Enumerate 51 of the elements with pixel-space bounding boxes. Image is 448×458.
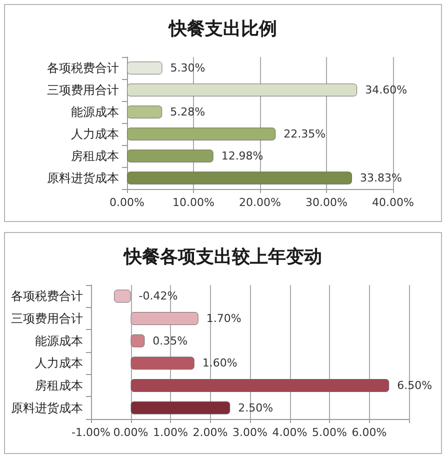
bar [130, 334, 145, 348]
y-tick-label: 三项费用合计 [47, 83, 119, 97]
bar [114, 290, 131, 303]
y-tick-label: 原料进货成本 [11, 400, 83, 415]
y-tick-label: 各项税费合计 [47, 61, 119, 75]
data-label: -0.42% [138, 290, 178, 303]
data-label: 5.30% [170, 62, 206, 74]
x-tick-label: 3.00% [232, 426, 268, 439]
x-tick-label: 30.00% [306, 196, 348, 209]
data-label: 1.70% [206, 312, 242, 325]
x-tick-label: 0.00% [113, 426, 148, 439]
data-label: 12.98% [221, 150, 264, 162]
bar [130, 312, 198, 325]
data-label: 33.83% [360, 172, 402, 184]
y-tick-label: 房租成本 [35, 378, 83, 392]
data-label: 5.28% [170, 106, 206, 118]
bar [130, 356, 194, 370]
bar [130, 401, 230, 414]
x-tick-label: 10.00% [172, 196, 214, 209]
x-tick-label: 1.00% [153, 426, 188, 439]
bar [127, 62, 162, 74]
data-label: 2.50% [238, 401, 274, 414]
x-tick-label: 4.00% [272, 426, 308, 439]
x-tick-label: 0.00% [110, 196, 144, 209]
y-tick-label: 人力成本 [35, 356, 83, 370]
bar [127, 106, 162, 118]
bar [127, 150, 214, 162]
chart-title: 快餐支出比例 [168, 18, 277, 40]
x-tick-label: 2.00% [192, 426, 228, 439]
bar [127, 84, 358, 96]
bar [130, 379, 390, 392]
y-tick-label: 能源成本 [71, 105, 119, 119]
x-tick-label: 20.00% [239, 196, 281, 209]
y-tick-label: 人力成本 [71, 127, 119, 141]
y-tick-label: 三项费用合计 [11, 312, 83, 326]
data-label: 34.60% [365, 84, 408, 96]
data-label: 22.35% [284, 128, 326, 140]
bar [127, 172, 352, 184]
data-label: 6.50% [397, 379, 432, 392]
data-label: 1.60% [202, 356, 238, 370]
y-tick-label: 能源成本 [35, 334, 83, 348]
y-tick-label: 各项税费合计 [11, 289, 83, 304]
y-tick-label: 房租成本 [71, 149, 119, 163]
x-tick-label: 6.00% [352, 426, 387, 439]
chart-title: 快餐各项支出较上年变动 [123, 246, 322, 268]
data-label: 0.35% [152, 334, 188, 348]
bar [127, 128, 276, 140]
x-tick-label: 5.00% [312, 426, 347, 439]
x-tick-label: 40.00% [372, 196, 414, 209]
x-tick-label: -1.00% [72, 426, 110, 439]
y-tick-label: 原料进货成本 [47, 171, 119, 185]
